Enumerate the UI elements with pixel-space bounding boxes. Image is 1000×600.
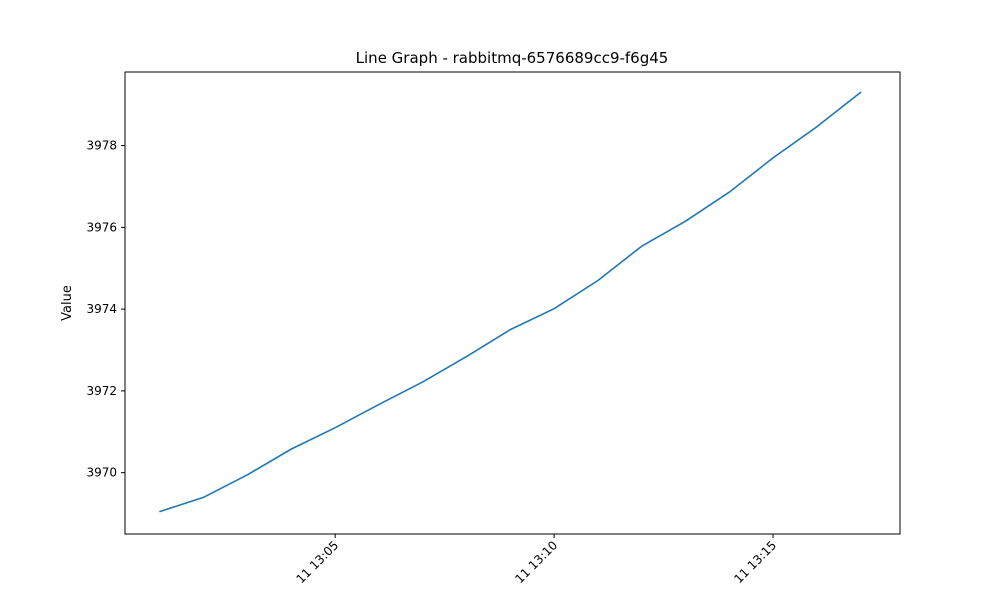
- chart-title: Line Graph - rabbitmq-6576689cc9-f6g45: [356, 49, 669, 67]
- y-tick-label: 3978: [86, 139, 117, 153]
- x-tick-label: 11 13:10: [512, 538, 560, 586]
- y-tick-label: 3972: [86, 384, 117, 398]
- series-group: [159, 91, 862, 513]
- plot-area: [124, 71, 901, 535]
- y-tick-label: 3970: [86, 466, 117, 480]
- y-axis: 3970 3972 3974 3976 3978: [86, 139, 125, 480]
- y-tick-label: 3974: [86, 302, 117, 316]
- y-axis-label: Value: [60, 285, 75, 321]
- series-line: [159, 91, 862, 513]
- x-tick-label: 11 13:05: [293, 538, 341, 586]
- y-tick-label: 3976: [86, 220, 117, 234]
- x-tick-label: 11 13:15: [731, 538, 779, 586]
- x-axis: 11 13:05 11 13:10 11 13:15: [293, 534, 779, 586]
